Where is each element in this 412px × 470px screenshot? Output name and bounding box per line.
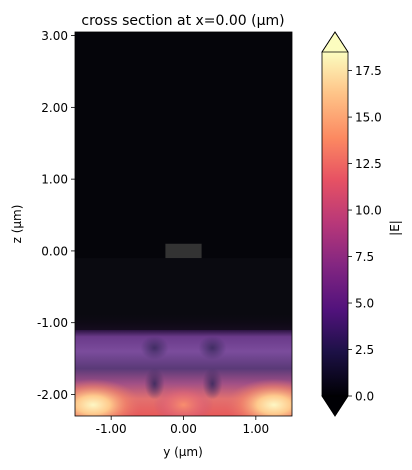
field-node [140, 335, 169, 360]
field-lobe [225, 378, 292, 416]
colorbar-tick-label: 10.0 [355, 204, 382, 218]
field-lobe [153, 384, 214, 416]
colorbar-tick-label: 12.5 [355, 157, 382, 171]
y-tick-label: 0.00 [41, 244, 68, 258]
chart-title: cross section at x=0.00 (μm) [81, 13, 284, 29]
colorbar-tick-label: 2.5 [355, 343, 374, 357]
colorbar-tick-label: 5.0 [355, 297, 374, 311]
colorbar-tick-label: 7.5 [355, 250, 374, 264]
field-node [198, 335, 227, 360]
waveguide-core [165, 243, 202, 259]
y-tick-label: 2.00 [41, 101, 68, 115]
heatmap-plot [75, 32, 292, 416]
y-tick-label: -2.00 [37, 388, 68, 402]
colorbar-ticks: 0.0 2.5 5.0 7.5 10.0 12.5 15.0 17.5 [348, 64, 382, 404]
colorbar-tick-label: 0.0 [355, 390, 374, 404]
y-tick-label: -1.00 [37, 316, 68, 330]
field-node [202, 367, 223, 400]
colorbar-tick-label: 17.5 [355, 64, 382, 78]
colorbar-extend-max [321, 31, 349, 53]
x-axis: -1.00 0.00 1.00 [96, 416, 269, 436]
y-axis-label: z (μm) [10, 205, 24, 244]
colorbar-extend-min [321, 395, 349, 417]
field-node [144, 367, 165, 400]
colorbar: 0.0 2.5 5.0 7.5 10.0 12.5 15.0 17.5 |E| [321, 31, 402, 417]
field-lobe [75, 378, 142, 416]
y-tick-label: 1.00 [41, 173, 68, 187]
x-axis-label: y (μm) [163, 445, 203, 459]
heatmap-field-fade [75, 311, 292, 330]
y-tick-label: 3.00 [41, 29, 68, 43]
colorbar-tick-label: 15.0 [355, 111, 382, 125]
x-tick-label: 0.00 [170, 422, 197, 436]
colorbar-gradient [322, 52, 348, 396]
x-tick-label: -1.00 [96, 422, 127, 436]
x-tick-label: 1.00 [242, 422, 269, 436]
y-axis: 3.00 2.00 1.00 0.00 -1.00 -2.00 [37, 29, 75, 402]
colorbar-label: |E| [388, 220, 402, 236]
